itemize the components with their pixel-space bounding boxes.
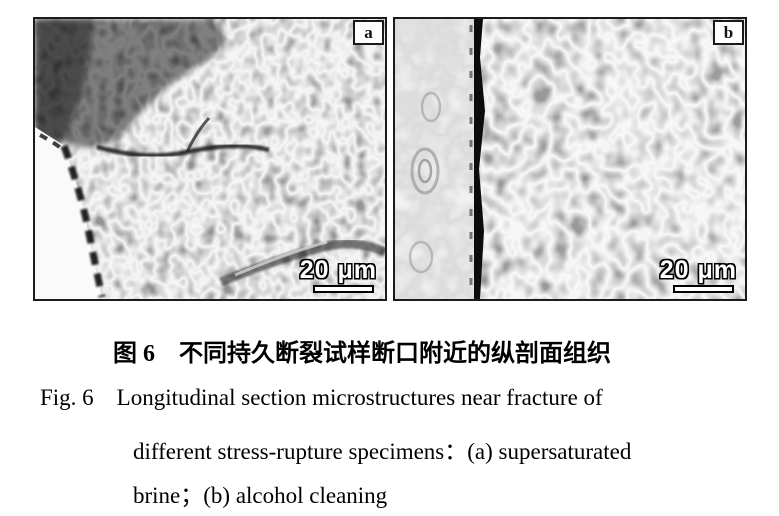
scale-text-a: 20 μm (299, 256, 377, 284)
panel-label-b: b (713, 20, 744, 45)
micrograph-image-b (395, 19, 745, 299)
scale-bar-b (673, 285, 734, 293)
scale-text-b: 20 μm (659, 256, 737, 284)
caption-english-line1: Fig. 6 Longitudinal section microstructu… (40, 385, 603, 410)
caption-english-line3: brine；(b) alcohol cleaning (133, 483, 388, 508)
caption-chinese: 图 6 不同持久断裂试样断口附近的纵剖面组织 (113, 341, 611, 367)
micrograph-panel-a: a 20 μm (33, 17, 387, 301)
micrograph-panel-b: b 20 μm (393, 17, 747, 301)
micrograph-image-a (35, 19, 385, 299)
panel-label-a: a (353, 20, 384, 45)
scale-bar-a (313, 285, 374, 293)
caption-english-line2: different stress-rupture specimens：(a) s… (133, 439, 632, 464)
